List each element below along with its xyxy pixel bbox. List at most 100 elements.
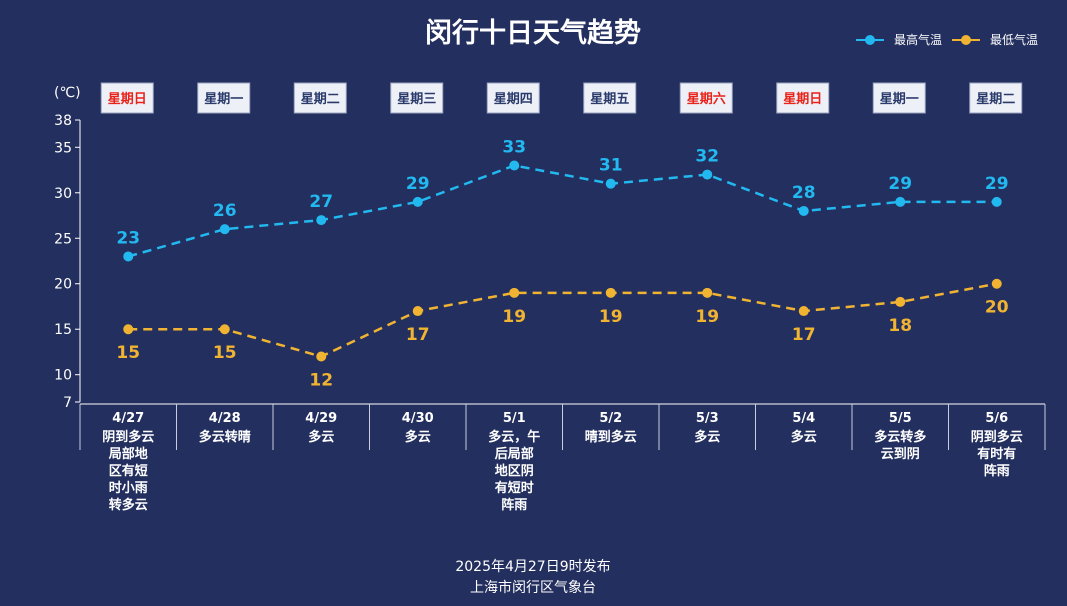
series-line-high	[127, 164, 997, 258]
data-label-high: 29	[406, 174, 430, 194]
x-date-label: 4/30	[402, 411, 434, 426]
weather-description-line: 多云转晴	[199, 429, 251, 445]
weekday-label: 星期四	[494, 92, 533, 107]
data-label-low: 15	[116, 343, 140, 363]
data-label-low: 17	[406, 325, 430, 345]
weekday-label: 星期三	[397, 92, 436, 107]
series-points	[123, 160, 1002, 362]
data-label-high: 23	[116, 228, 140, 248]
weekday-label: 星期一	[204, 92, 243, 107]
data-label-low: 19	[502, 307, 526, 327]
chart-title: 闵行十日天气趋势	[425, 17, 641, 49]
weather-description-line: 阴到多云	[971, 429, 1023, 445]
weekday-label: 星期二	[301, 92, 340, 107]
issue-time: 2025年4月27日9时发布	[455, 559, 610, 575]
data-point-high	[412, 196, 423, 207]
data-point-high	[509, 160, 520, 171]
legend-label-0: 最高气温	[894, 32, 942, 47]
y-tick-label: 10	[54, 368, 72, 384]
weather-description-line: 阵雨	[501, 497, 527, 513]
weather-description-line: 多云	[308, 429, 334, 445]
data-label-low: 17	[792, 325, 816, 345]
weather-description-line: 有短时	[495, 480, 534, 496]
data-point-high	[605, 178, 616, 189]
data-point-low	[605, 287, 616, 298]
data-point-low	[798, 306, 809, 317]
weekday-box	[583, 82, 637, 114]
data-label-high: 29	[985, 174, 1009, 194]
y-tick-label: 35	[54, 140, 72, 156]
data-point-low	[316, 351, 327, 362]
x-date-label: 4/29	[305, 411, 337, 426]
weather-description-line: 多云	[405, 429, 431, 445]
weather-description-line: 地区阴	[495, 463, 534, 479]
x-date-label: 5/3	[696, 411, 719, 426]
y-axis: 7 10 15 20 25 30 35 38	[54, 113, 81, 411]
weekday-label: 星期一	[880, 92, 919, 107]
weekday-label: 星期日	[783, 92, 822, 107]
weather-description-line: 有时有	[977, 446, 1016, 462]
data-point-high	[895, 196, 906, 207]
data-label-high: 33	[502, 137, 526, 157]
data-point-high	[316, 215, 327, 226]
data-point-high	[219, 224, 230, 235]
weekday-row: 星期日 星期一 星期二 星期三 星期四 星期五 星期六 星期日 星期一 星期二	[100, 82, 1023, 114]
weather-description-line: 区有短	[109, 463, 148, 479]
weather-description-line: 时小雨	[109, 480, 148, 496]
legend: 最高气温 最低气温	[856, 32, 1038, 47]
weather-description-line: 阵雨	[984, 463, 1010, 479]
data-point-high	[798, 205, 809, 216]
legend-marker-0	[865, 35, 875, 45]
weekday-label: 星期二	[976, 92, 1015, 107]
data-label-low: 19	[695, 307, 719, 327]
data-label-high: 29	[888, 174, 912, 194]
data-point-low	[123, 324, 134, 335]
weekday-box	[100, 82, 154, 114]
weather-description-line: 云到阴	[881, 447, 920, 462]
data-point-high	[702, 169, 713, 180]
data-label-high: 27	[309, 192, 333, 212]
weekday-box	[197, 82, 251, 114]
y-tick-label: 20	[54, 277, 72, 293]
weather-description-line: 转多云	[109, 497, 148, 513]
data-label-high: 28	[792, 183, 816, 203]
y-tick-label: 38	[54, 113, 72, 129]
y-tick-label: 25	[54, 231, 72, 247]
data-label-low: 12	[309, 371, 333, 391]
legend-marker-1	[961, 35, 971, 45]
y-tick-label: 7	[63, 395, 72, 411]
y-axis-unit: (℃)	[54, 85, 81, 101]
data-label-high: 31	[599, 156, 623, 176]
data-label-high: 26	[213, 201, 237, 221]
weekday-box	[776, 82, 830, 114]
weekday-box	[679, 82, 733, 114]
data-point-low	[219, 324, 230, 335]
weather-description-line: 晴到多云	[585, 429, 637, 445]
x-date-label: 4/28	[209, 411, 241, 426]
legend-label-1: 最低气温	[990, 32, 1038, 47]
data-labels: 23 26 27 29 33 31 32 28 29 29 15 15 12 17 19 19 19 17 18 20	[116, 137, 1008, 390]
x-date-label: 5/5	[889, 411, 912, 426]
weekday-box	[390, 82, 444, 114]
weather-description-line: 阴到多云	[102, 429, 154, 445]
data-point-high	[123, 251, 134, 262]
data-label-low: 18	[888, 316, 912, 336]
weather-description-line: 多云转多	[874, 429, 926, 445]
x-date-label: 5/2	[599, 411, 622, 426]
weather-description-line: 局部地	[109, 446, 148, 462]
weather-description-line: 多云	[694, 429, 720, 445]
data-point-low	[509, 287, 520, 298]
data-label-high: 32	[695, 147, 719, 167]
weather-description-line: 多云	[791, 429, 817, 445]
y-tick-label: 15	[54, 322, 72, 338]
data-point-low	[412, 306, 423, 317]
data-label-low: 19	[599, 307, 623, 327]
weekday-box	[486, 82, 540, 114]
weekday-label: 星期六	[687, 91, 726, 107]
weather-description-line: 多云，午	[488, 429, 540, 445]
data-point-low	[895, 296, 906, 307]
x-date-label: 4/27	[112, 411, 144, 426]
weekday-box	[293, 82, 347, 114]
